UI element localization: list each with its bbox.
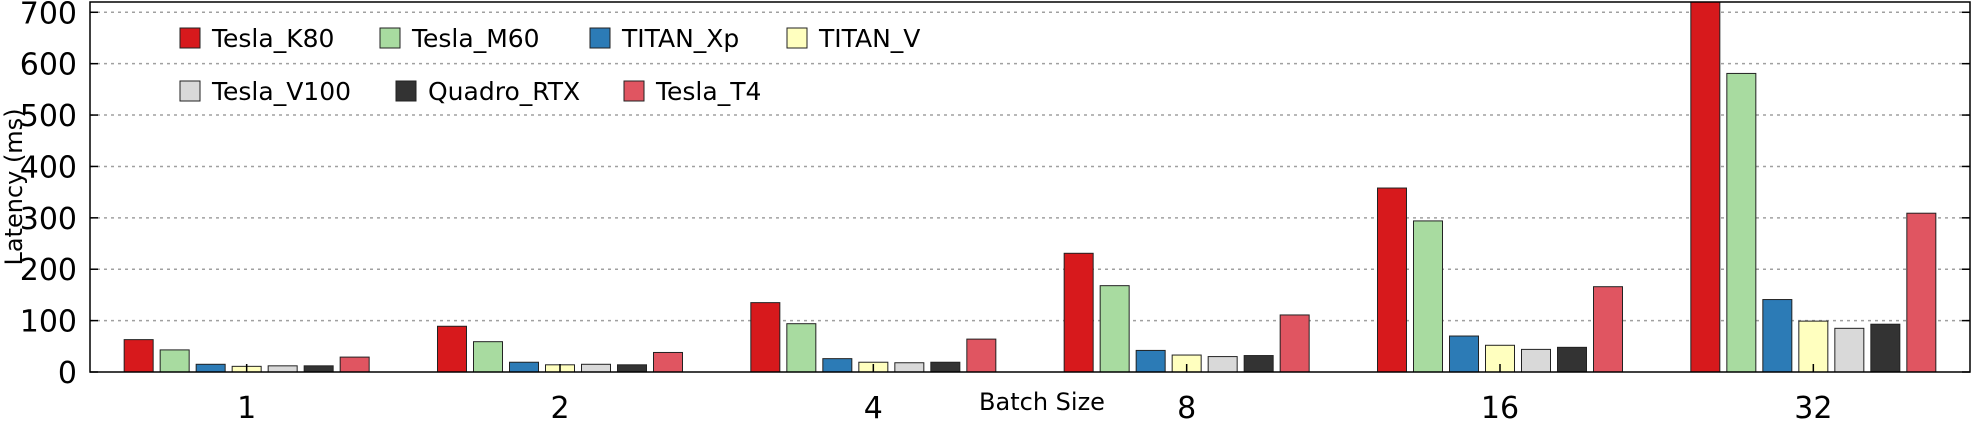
- bar: [1099, 285, 1130, 373]
- y-axis-title: Latency (ms): [0, 108, 28, 265]
- y-tick-label: 300: [20, 202, 77, 237]
- y-tick-label: 100: [20, 305, 77, 340]
- bar: [1798, 320, 1829, 373]
- x-tick-label: 16: [1481, 391, 1519, 421]
- bar: [1377, 187, 1407, 373]
- plot-frame: [89, 1, 1971, 373]
- y-tick-label: 400: [20, 150, 77, 185]
- legend-swatch: [623, 80, 645, 102]
- bar: [123, 339, 154, 373]
- x-tick-label: 8: [1177, 391, 1196, 421]
- bar: [1690, 1, 1721, 373]
- x-tick-label: 2: [550, 391, 569, 421]
- bar: [1521, 348, 1551, 373]
- bar: [581, 363, 611, 373]
- bar: [1593, 286, 1623, 373]
- bar: [473, 341, 503, 373]
- bar: [1413, 220, 1443, 373]
- bar: [1834, 327, 1865, 373]
- x-axis-title: Batch Size: [979, 388, 1105, 416]
- bar: [195, 363, 226, 373]
- x-axis: 1 2 4 8 16 32: [237, 364, 1832, 421]
- x-tick-label: 4: [864, 391, 883, 421]
- bar: [509, 361, 539, 373]
- bar: [339, 356, 370, 373]
- y-axis: 0 100 200 300 400 500 600 700: [20, 0, 1970, 391]
- bar: [159, 349, 190, 373]
- bars: [123, 1, 1937, 373]
- bar: [1557, 346, 1587, 373]
- legend-label: TITAN_Xp: [621, 24, 739, 53]
- y-tick-label: 500: [20, 99, 77, 134]
- grid-lines: [90, 11, 1970, 322]
- legend-swatch: [379, 27, 401, 49]
- legend-swatch: [589, 27, 611, 49]
- bar: [966, 338, 997, 373]
- bar: [653, 351, 683, 373]
- legend: Tesla_K80 Tesla_M60 TITAN_Xp TITAN_V Tesla_V…: [179, 24, 920, 106]
- bar: [786, 323, 817, 373]
- bar: [437, 325, 467, 373]
- bar: [930, 361, 961, 373]
- y-tick-label: 0: [58, 356, 77, 391]
- bar: [1243, 355, 1274, 373]
- bar: [1762, 299, 1793, 373]
- bar: [1870, 323, 1901, 373]
- y-tick-label: 600: [20, 48, 77, 83]
- bar: [750, 302, 781, 373]
- legend-label: TITAN_V: [818, 24, 920, 53]
- legend-swatch: [395, 80, 417, 102]
- bar: [1207, 356, 1238, 373]
- legend-label: Tesla_V100: [211, 77, 351, 106]
- bar: [267, 365, 298, 373]
- x-tick-label: 1: [237, 391, 256, 421]
- bar: [822, 358, 853, 373]
- bar: [1135, 349, 1166, 373]
- legend-swatch: [179, 80, 201, 102]
- legend-label: Quadro_RTX: [428, 77, 580, 106]
- legend-label: Tesla_M60: [411, 24, 540, 53]
- bar: [894, 362, 925, 373]
- bar: [1449, 335, 1479, 373]
- legend-label: Tesla_K80: [211, 24, 334, 53]
- x-tick-label: 32: [1794, 391, 1832, 421]
- bar: [1726, 72, 1757, 373]
- legend-swatch: [786, 27, 808, 49]
- bar: [1063, 252, 1094, 373]
- bar: [1906, 212, 1937, 373]
- bar: [1279, 314, 1310, 373]
- y-tick-label: 200: [20, 253, 77, 288]
- legend-swatch: [179, 27, 201, 49]
- y-tick-label: 700: [20, 0, 77, 31]
- bar: [617, 364, 647, 373]
- bar: [303, 365, 334, 373]
- legend-label: Tesla_T4: [655, 77, 761, 106]
